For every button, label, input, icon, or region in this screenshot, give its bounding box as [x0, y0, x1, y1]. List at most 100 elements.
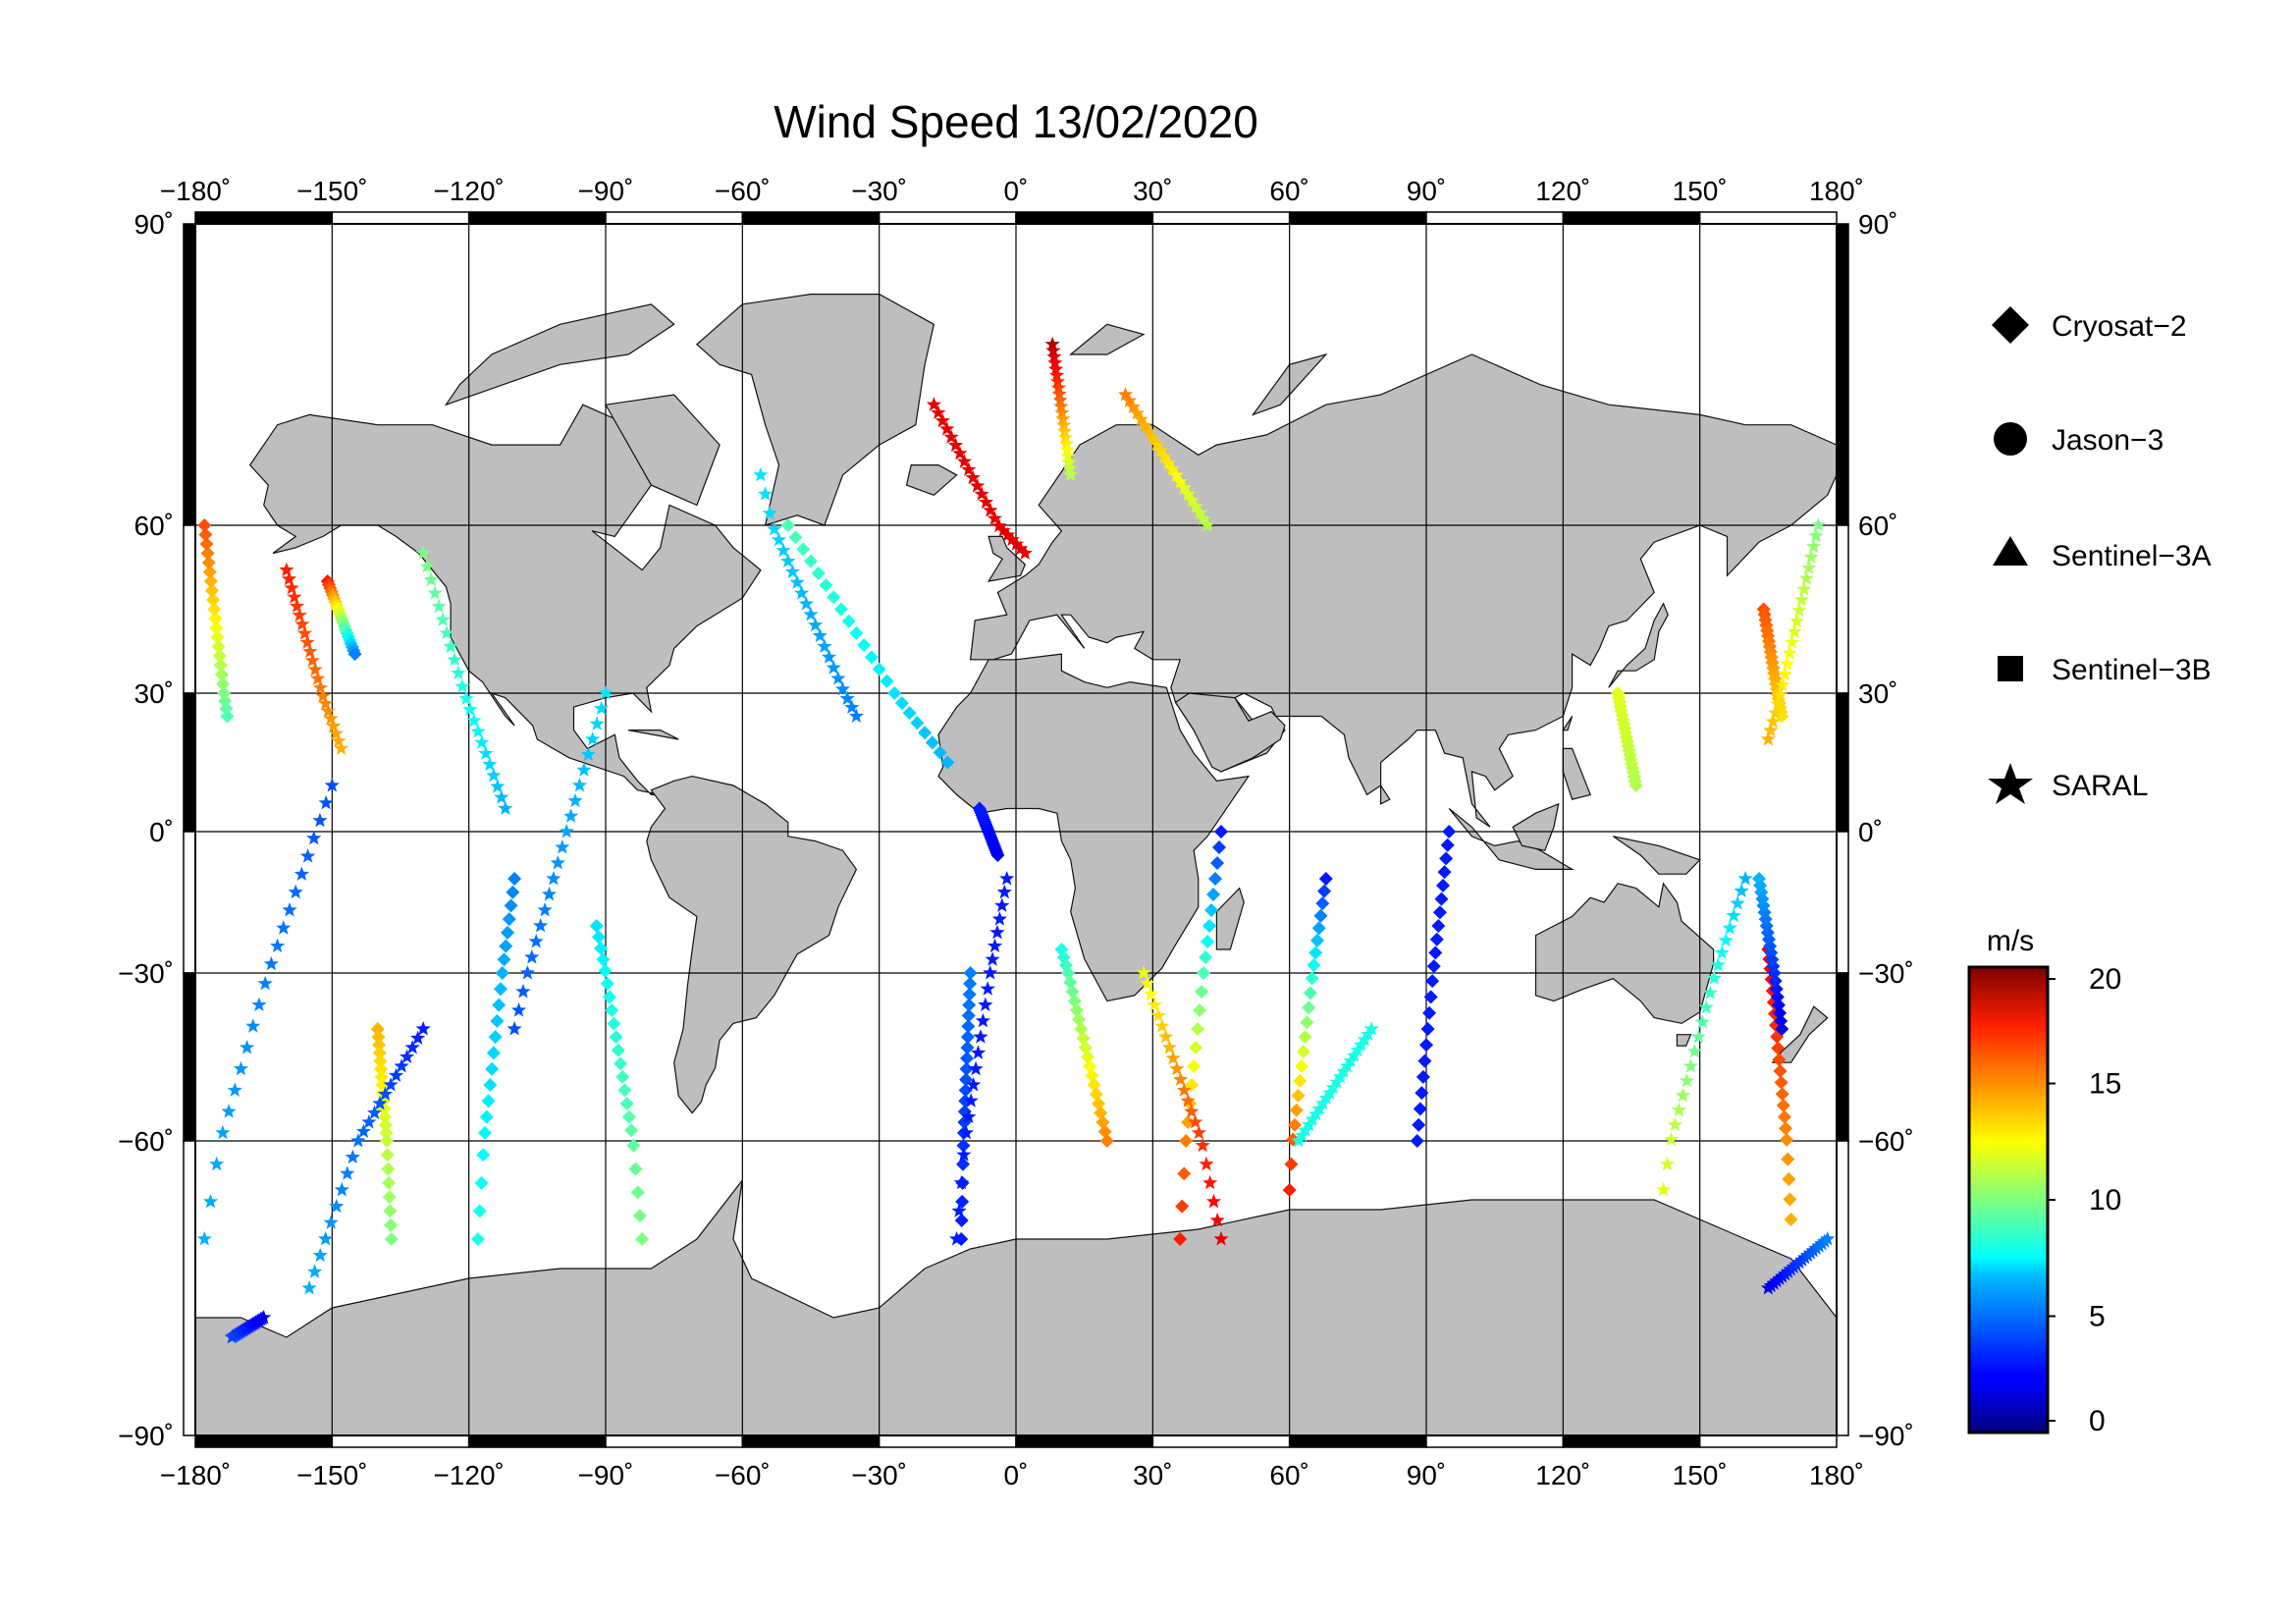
cryosat-point [1063, 975, 1078, 990]
saral-point [1136, 965, 1151, 980]
cryosat-point [894, 696, 909, 711]
saral-point [320, 703, 336, 718]
cryosat-point [621, 1109, 636, 1124]
saral-point [423, 571, 439, 587]
saral-point [1044, 336, 1060, 352]
saral-point [1137, 417, 1152, 433]
square-marker-icon [1998, 656, 2023, 681]
frame-segment-right [1836, 223, 1849, 526]
saral-point [999, 871, 1015, 886]
cryosat-point [214, 668, 229, 681]
saral-point [1000, 527, 1016, 542]
saral-point [757, 486, 774, 501]
cryosat-point [209, 621, 224, 635]
lon-tick-label-top: −180˚ [160, 176, 231, 206]
land-madagascar [1215, 887, 1245, 950]
cryosat-point [617, 1083, 632, 1098]
cryosat-point [596, 952, 611, 967]
saral-point [326, 718, 342, 732]
cryosat-point [1442, 825, 1457, 839]
land-north-america [248, 404, 762, 795]
lon-tick-label-bottom: 0˚ [1004, 1460, 1029, 1490]
saral-point [1796, 581, 1812, 596]
cryosat-point [940, 755, 955, 770]
saral-point [978, 997, 993, 1011]
saral-point [987, 938, 1003, 952]
cryosat-point [1439, 851, 1454, 866]
cryosat-point [1431, 919, 1446, 933]
saral-point [1780, 656, 1795, 671]
cryosat-point [474, 1175, 489, 1190]
lat-tick-label-left: −30˚ [118, 958, 174, 989]
legend: Cryosat−2 Jason−3 Sentinel−3A Sentinel−3… [1988, 306, 2212, 804]
cryosat-point [374, 1069, 389, 1084]
saral-point [427, 585, 443, 600]
saral-point [1785, 634, 1800, 649]
saral-point [1199, 1156, 1214, 1171]
legend-label: Sentinel−3B [2052, 654, 2212, 686]
saral-point [767, 521, 782, 536]
saral-point [1810, 517, 1826, 532]
legend-label: SARAL [2052, 770, 2148, 802]
frame-segment-right [1836, 524, 1849, 694]
saral-point [1801, 560, 1817, 574]
saral-point [1770, 696, 1786, 711]
cryosat-point [378, 1117, 393, 1132]
saral-point [1051, 386, 1067, 401]
cryosat-point [1199, 950, 1213, 964]
cryosat-point [1069, 1003, 1084, 1017]
saral-point [318, 794, 334, 810]
land-japan [1608, 602, 1669, 688]
cryosat-point [963, 966, 978, 980]
cryosat-point [887, 686, 902, 700]
saral-point [817, 638, 832, 653]
saral-point [1714, 945, 1730, 959]
saral-point [989, 924, 1005, 940]
land-arabia [1174, 692, 1286, 773]
saral-point [1675, 1087, 1690, 1103]
saral-point [1789, 613, 1805, 628]
saral-point [323, 1215, 339, 1229]
cryosat-point [502, 912, 516, 927]
cryosat-point [1752, 872, 1767, 886]
cryosat-point [1784, 1213, 1798, 1226]
cryosat-point [1061, 966, 1076, 980]
saral-point [1772, 687, 1789, 702]
saral-point [784, 564, 800, 578]
saral-point [580, 746, 596, 762]
cryosat-point [598, 963, 613, 978]
saral-point [288, 884, 303, 899]
saral-point [1702, 985, 1718, 1000]
saral-point [826, 660, 841, 675]
saral-point [510, 1002, 527, 1017]
saral-point [486, 767, 502, 783]
cryosat-point [1083, 1059, 1097, 1073]
cryosat-point [1768, 974, 1783, 989]
saral-point [994, 897, 1010, 912]
lat-tick-label-right: −60˚ [1858, 1126, 1914, 1157]
saral-point [300, 848, 316, 863]
saral-point [1147, 997, 1162, 1011]
saral-point [299, 634, 315, 649]
saral-point [1760, 731, 1776, 746]
land-tasmania [1676, 1034, 1692, 1047]
saral-point [404, 1040, 420, 1055]
saral-point [939, 421, 955, 436]
saral-point [550, 855, 565, 870]
cryosat-point [1318, 872, 1333, 886]
cryosat-point [880, 674, 894, 688]
lon-tick-label-bottom: −180˚ [160, 1460, 231, 1490]
cryosat-point [384, 1232, 399, 1246]
cryosat-point [1772, 1053, 1787, 1067]
cryosat-point [961, 1008, 976, 1023]
cryosat-point [918, 726, 933, 740]
saral-point [318, 1231, 334, 1246]
lon-tick-label-bottom: 180˚ [1809, 1460, 1864, 1490]
saral-point [394, 1058, 409, 1073]
frame-segment-right [1836, 692, 1849, 833]
saral-point [1777, 667, 1792, 681]
cryosat-point [1208, 872, 1223, 886]
saral-point [983, 502, 998, 517]
saral-point [447, 652, 462, 667]
saral-point [462, 701, 478, 717]
